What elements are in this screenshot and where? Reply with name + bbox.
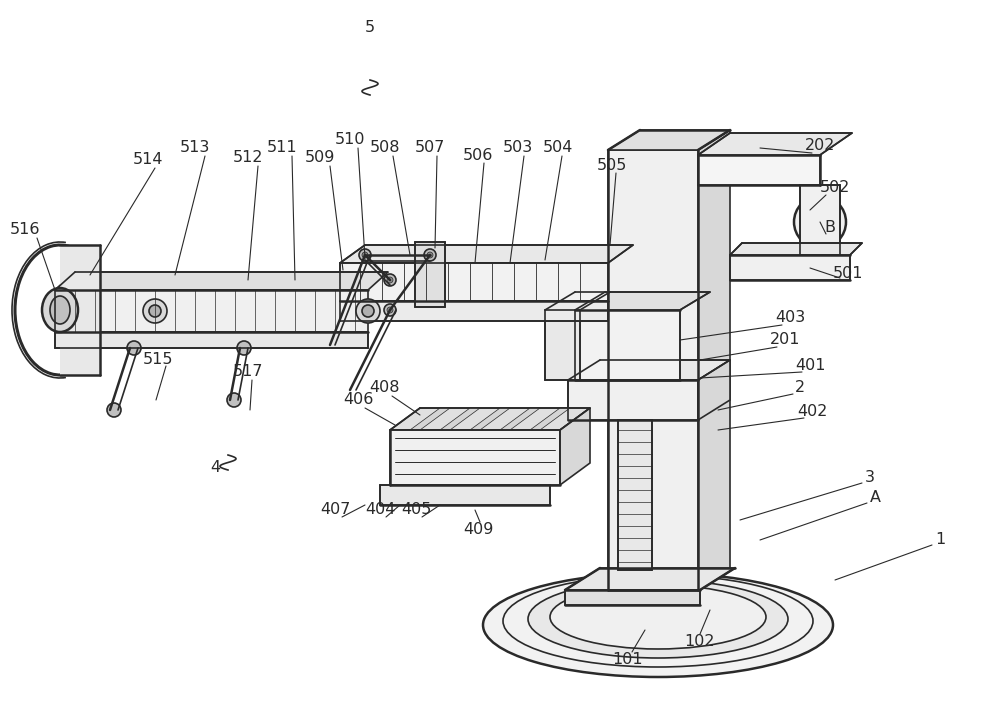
Polygon shape	[618, 420, 652, 570]
Ellipse shape	[424, 249, 436, 261]
Ellipse shape	[362, 305, 374, 317]
Text: 401: 401	[795, 358, 825, 373]
Polygon shape	[608, 150, 698, 590]
Text: 202: 202	[805, 138, 835, 152]
Text: 4: 4	[210, 460, 220, 475]
Ellipse shape	[815, 217, 825, 227]
Polygon shape	[55, 332, 368, 348]
Polygon shape	[568, 380, 698, 420]
Ellipse shape	[806, 208, 834, 236]
Ellipse shape	[387, 277, 393, 283]
Text: 503: 503	[503, 141, 533, 156]
Text: 514: 514	[133, 152, 163, 167]
Ellipse shape	[362, 307, 368, 313]
Text: 406: 406	[343, 393, 373, 408]
Polygon shape	[530, 408, 570, 430]
Polygon shape	[568, 360, 730, 380]
Ellipse shape	[127, 341, 141, 355]
Ellipse shape	[387, 307, 393, 313]
Ellipse shape	[237, 341, 251, 355]
Ellipse shape	[143, 299, 167, 323]
Polygon shape	[55, 272, 388, 290]
Text: 101: 101	[613, 653, 643, 668]
Polygon shape	[60, 245, 100, 375]
Text: 409: 409	[463, 523, 493, 538]
Polygon shape	[698, 360, 730, 420]
Ellipse shape	[50, 296, 70, 324]
Ellipse shape	[107, 403, 121, 417]
Text: 403: 403	[775, 310, 805, 325]
Text: 1: 1	[935, 533, 945, 548]
Text: 507: 507	[415, 141, 445, 156]
Polygon shape	[390, 430, 560, 485]
Text: 408: 408	[370, 381, 400, 396]
Polygon shape	[440, 408, 480, 430]
Text: 515: 515	[143, 353, 173, 368]
Ellipse shape	[794, 196, 846, 248]
Text: 502: 502	[820, 180, 850, 195]
Text: 102: 102	[685, 635, 715, 650]
Text: B: B	[824, 220, 836, 236]
Text: 508: 508	[370, 141, 400, 156]
Ellipse shape	[550, 585, 766, 649]
Text: 512: 512	[233, 151, 263, 166]
Ellipse shape	[227, 393, 241, 407]
Text: 201: 201	[770, 332, 800, 348]
Polygon shape	[575, 310, 680, 380]
Text: 5: 5	[365, 21, 375, 35]
Polygon shape	[340, 245, 633, 263]
Polygon shape	[698, 130, 730, 590]
Ellipse shape	[42, 288, 78, 332]
Text: 501: 501	[833, 266, 863, 281]
Polygon shape	[415, 242, 445, 307]
Polygon shape	[730, 255, 850, 280]
Text: A: A	[870, 490, 881, 505]
Polygon shape	[565, 590, 700, 605]
Polygon shape	[730, 243, 862, 255]
Ellipse shape	[384, 274, 396, 286]
Polygon shape	[380, 485, 550, 505]
Polygon shape	[390, 408, 590, 430]
Polygon shape	[698, 155, 820, 185]
Text: 402: 402	[797, 404, 827, 419]
Ellipse shape	[528, 580, 788, 658]
Ellipse shape	[359, 304, 371, 316]
Polygon shape	[565, 568, 735, 590]
Text: 504: 504	[543, 141, 573, 156]
Ellipse shape	[359, 249, 371, 261]
Polygon shape	[545, 310, 580, 380]
Polygon shape	[470, 408, 510, 430]
Text: 407: 407	[320, 503, 350, 518]
Polygon shape	[340, 263, 608, 301]
Polygon shape	[410, 408, 450, 430]
Polygon shape	[608, 130, 730, 150]
Text: 2: 2	[795, 381, 805, 396]
Polygon shape	[500, 408, 540, 430]
Ellipse shape	[483, 573, 833, 677]
Text: 405: 405	[401, 503, 431, 518]
Ellipse shape	[427, 252, 433, 258]
Text: 505: 505	[597, 157, 627, 172]
Ellipse shape	[356, 299, 380, 323]
Polygon shape	[545, 292, 610, 310]
Text: 404: 404	[365, 503, 395, 518]
Ellipse shape	[362, 252, 368, 258]
Polygon shape	[340, 301, 608, 321]
Polygon shape	[55, 290, 368, 332]
Text: 510: 510	[335, 133, 365, 147]
Text: 516: 516	[10, 223, 40, 238]
Polygon shape	[698, 133, 852, 155]
Ellipse shape	[384, 304, 396, 316]
Polygon shape	[575, 292, 710, 310]
Text: 509: 509	[305, 151, 335, 166]
Text: 511: 511	[267, 141, 297, 156]
Text: 517: 517	[233, 365, 263, 380]
Text: 506: 506	[463, 147, 493, 162]
Polygon shape	[560, 408, 590, 485]
Ellipse shape	[149, 305, 161, 317]
Text: 513: 513	[180, 141, 210, 156]
Text: 3: 3	[865, 470, 875, 485]
Polygon shape	[800, 185, 840, 255]
